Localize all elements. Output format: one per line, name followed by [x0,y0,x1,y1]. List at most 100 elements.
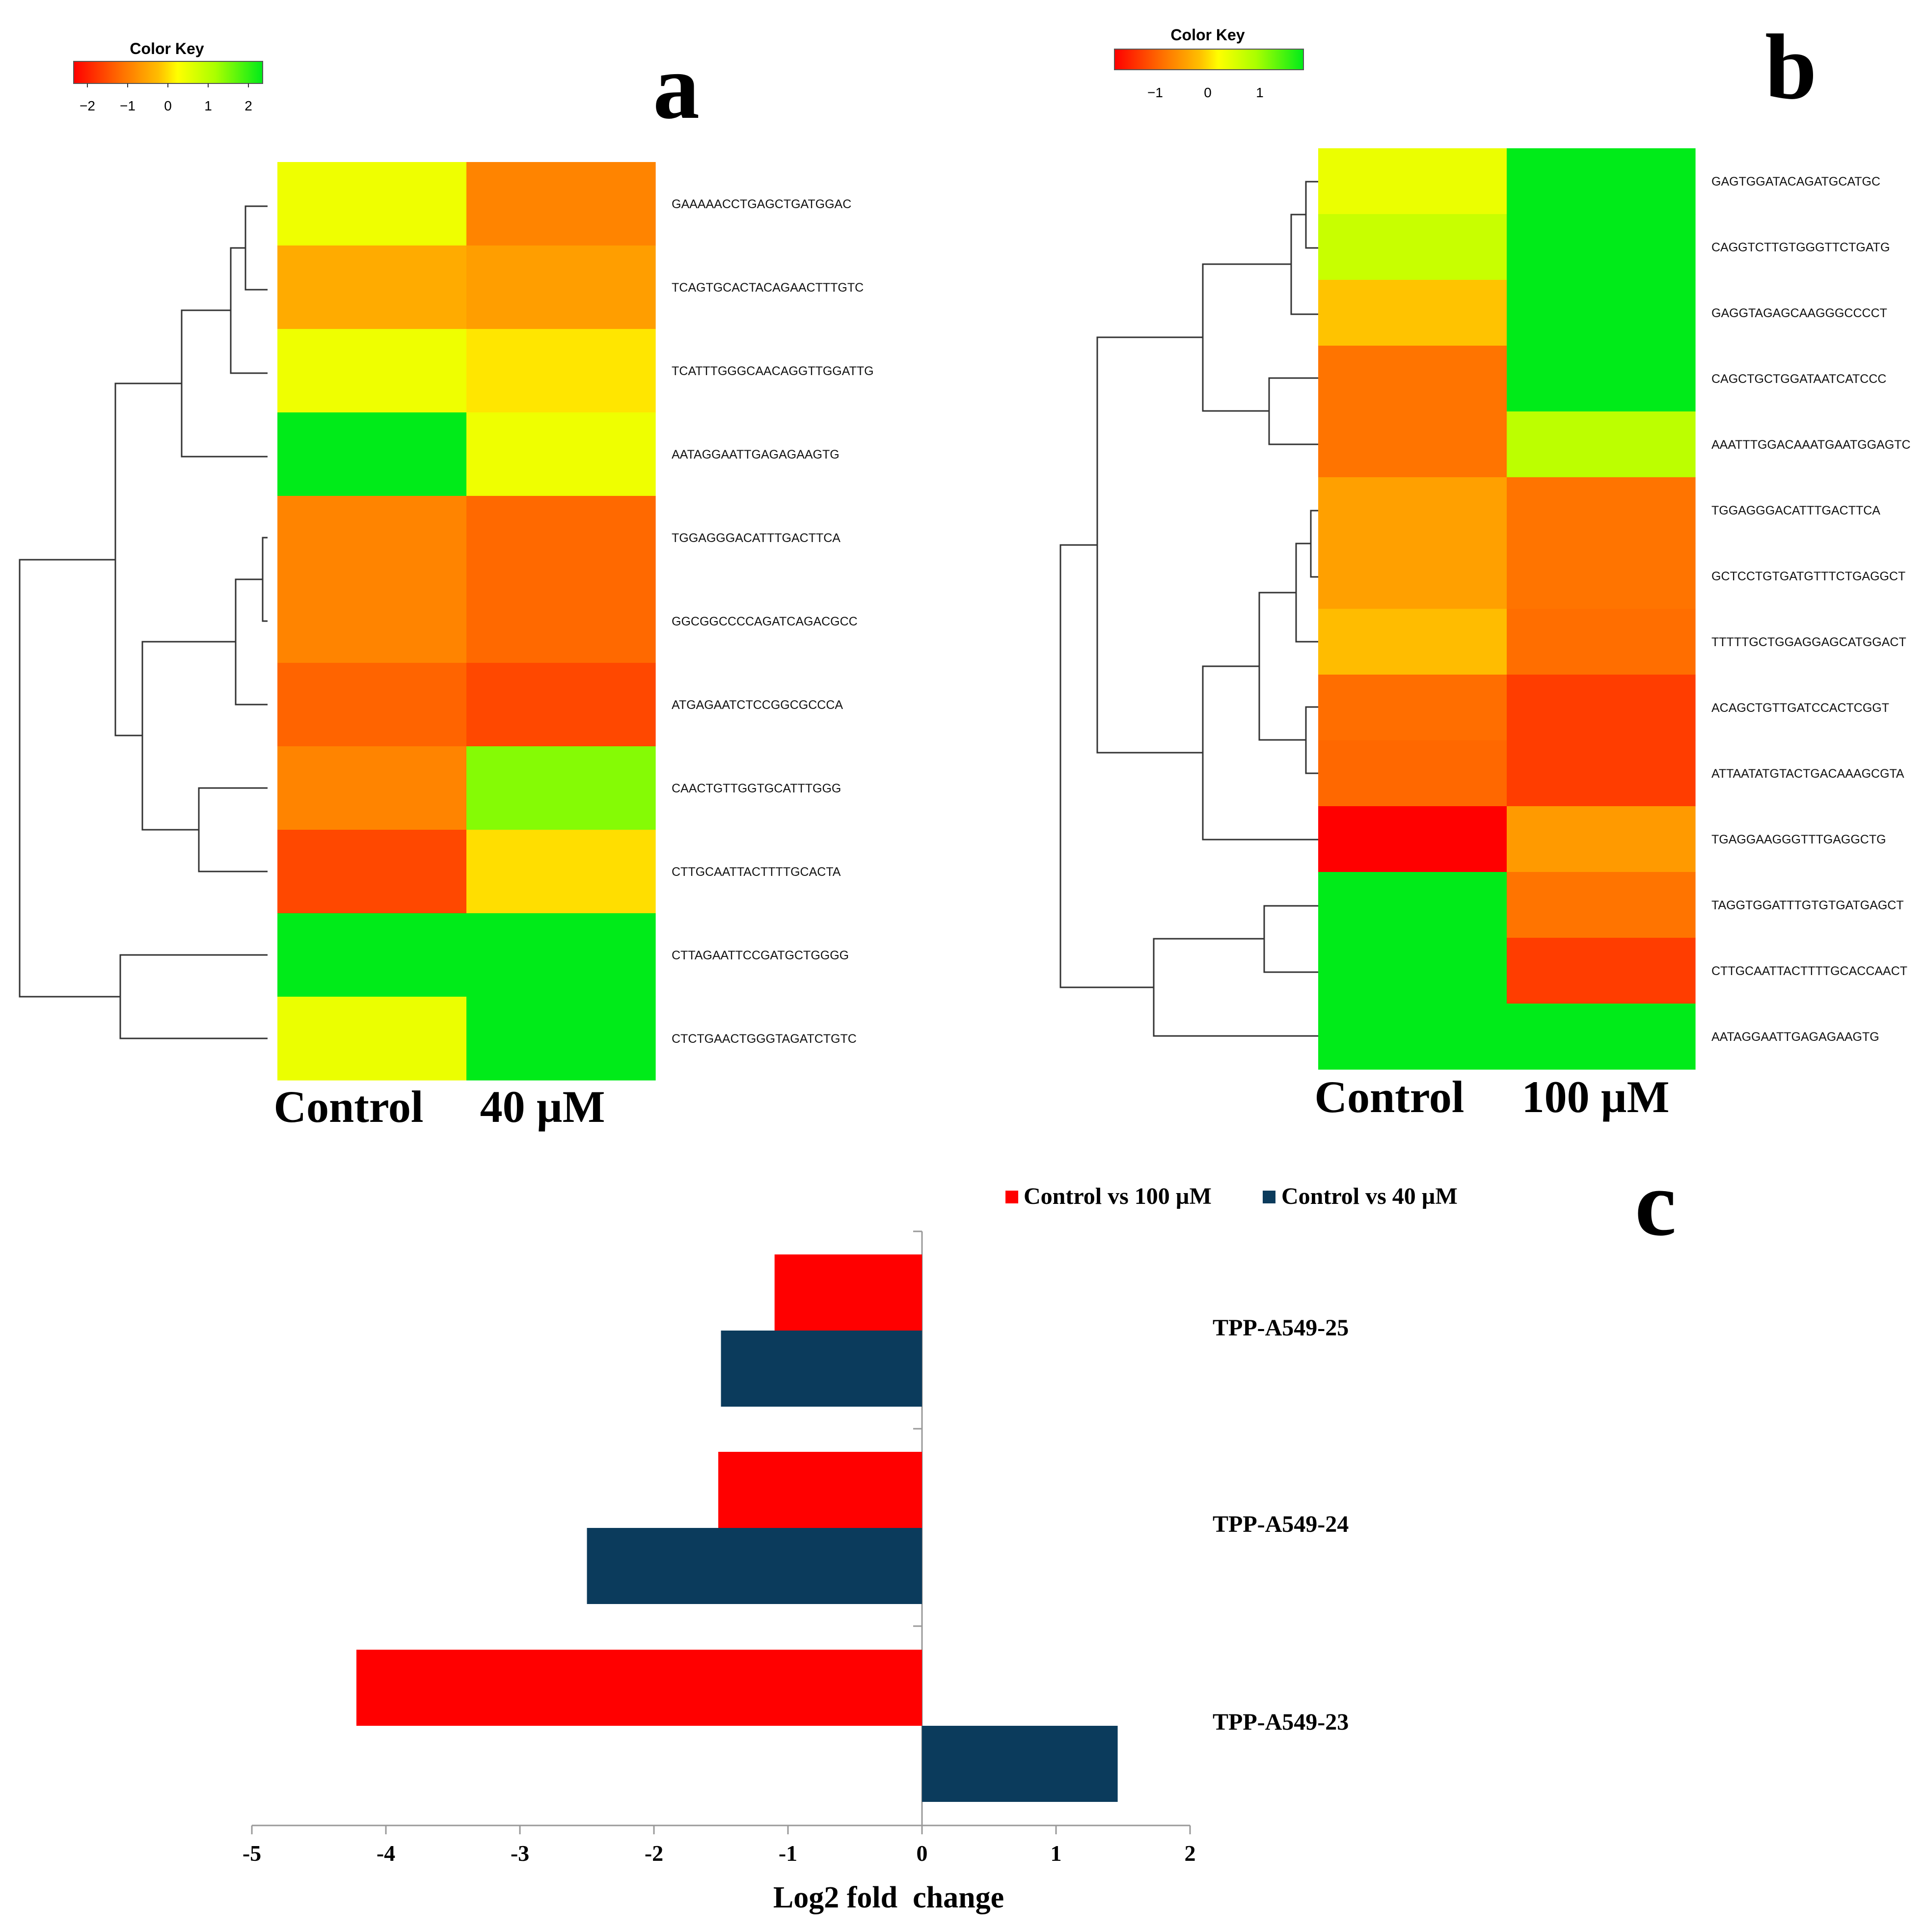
heatmap-b-cell [1318,806,1507,872]
heatmap-b-cell [1507,609,1696,675]
heatmap-a-cell [277,997,467,1081]
heatmap-b-cell [1318,477,1507,544]
heatmap-b-cell [1507,543,1696,609]
heatmap-a-cell [277,830,467,914]
heatmap-a-cell [466,663,656,747]
heatmap-a-cell [466,412,656,496]
heatmap-a-cell [466,830,656,914]
bar-legend: Control vs 100 µM Control vs 40 µM [1005,1183,1458,1209]
heatmap-b-cell [1507,938,1696,1004]
heatmap-a-row-label: ATGAGAATCTCCGGCGCCCA [672,698,843,712]
color-key-a-tick: 0 [164,98,172,113]
heatmap-a-col-label-treatment: 40 µM [480,1082,605,1132]
heatmap-b-col-label-treatment: 100 µM [1522,1072,1670,1122]
heatmap-b-cell [1318,543,1507,609]
x-tick-labels: -5 -4 -3 -2 -1 0 1 2 [243,1841,1196,1866]
heatmap-b-row-label: GAGTGGATACAGATGCATGC [1711,175,1880,189]
heatmap-b-cell [1318,411,1507,478]
heatmap-b-row-label: ACAGCTGTTGATCCACTCGGT [1711,701,1889,715]
heatmap-b-row-label: GAGGTAGAGCAAGGGCCCCT [1711,306,1887,320]
color-key-a-title: Color Key [130,40,204,57]
bar-100uM [718,1452,922,1528]
heatmap-b-row-label: TAGGTGGATTTGTGTGATGAGCT [1711,898,1904,912]
heatmap-b-cell [1318,280,1507,346]
heatmap-a-row-label: AATAGGAATTGAGAGAAGTG [672,448,840,462]
x-tick-label: -1 [779,1841,797,1866]
heatmap-a-cell [466,329,656,413]
heatmap-b-cell [1318,609,1507,675]
heatmap-b-cell [1507,346,1696,412]
x-tick-label: 2 [1185,1841,1196,1866]
heatmap-b-cell [1318,346,1507,412]
heatmap-a-cell [277,329,467,413]
heatmap-a-row-label: TGGAGGGACATTTGACTTCA [672,531,840,545]
heatmap-a-row-label: TCAGTGCACTACAGAACTTTGTC [672,281,864,295]
heatmap-b-cell [1507,214,1696,280]
bar-40uM [721,1331,922,1407]
legend-swatch-100uM [1005,1191,1018,1203]
heatmap-b-cell [1318,675,1507,741]
bar-100uM [356,1650,922,1726]
panel-b-letter: b [1765,16,1817,119]
heatmap-b-cell [1507,740,1696,807]
heatmap-b-cell [1507,806,1696,872]
legend-label-100uM: Control vs 100 µM [1024,1183,1212,1209]
heatmap-b-cell [1507,148,1696,215]
heatmap-a-row-label: TCATTTGGGCAACAGGTTGGATTG [672,364,874,378]
heatmap-a-cell [466,579,656,663]
x-axis-title: Log2 fold change [773,1881,1004,1914]
heatmap-b-row-label: CAGCTGCTGGATAATCATCCC [1711,372,1886,386]
heatmap-b-row-label: TTTTTGCTGGAGGAGCATGGACT [1711,635,1906,649]
heatmap-b-row-label: CTTGCAATTACTTTTGCACCAACT [1711,964,1907,978]
heatmap-a-col-label-control: Control [274,1082,424,1132]
heatmap-a-row-label: GAAAAACCTGAGCTGATGGAC [672,197,851,211]
heatmap-a-cell [277,496,467,580]
color-key-a-tick: 2 [244,98,252,113]
color-key-a: Color Key −2 −1 0 1 2 [73,40,263,113]
heatmap-b-cell [1507,872,1696,938]
heatmap-b-cell [1318,938,1507,1004]
heatmap-a-cell [277,162,467,246]
heatmap-b-row-label: GCTCCTGTGATGTTTCTGAGGCT [1711,570,1905,583]
panel-b: b Color Key −1 0 1 GAGTGGATACAGATGCATGC C… [1059,16,1911,1122]
color-key-a-tick: −2 [80,98,95,113]
bar-40uM [922,1726,1118,1802]
color-key-b: Color Key −1 0 1 [1114,26,1304,100]
panel-a: a Color Key −2 −1 0 1 2 GAAAAACCTGAGCTGA… [19,35,874,1132]
heatmap-b-row-label: TGGAGGGACATTTGACTTCA [1711,504,1880,517]
category-label: TPP-A549-25 [1213,1315,1349,1341]
heatmap-b-row-label: AAATTTGGACAAATGAATGGAGTC [1711,438,1911,452]
heatmap-b-row-label: AATAGGAATTGAGAGAAGTG [1711,1030,1879,1044]
panel-a-letter: a [653,35,700,138]
heatmap-b-row-label: ATTAATATGTACTGACAAAGCGTA [1711,767,1904,781]
heatmap-a-cell [277,412,467,496]
heatmap-a-row-label: CTCTGAACTGGGTAGATCTGTC [672,1032,857,1046]
heatmap-b-cell [1318,740,1507,807]
heatmap-a-row-label: GGCGGCCCCAGATCAGACGCC [672,615,858,628]
heatmap-a-row-label: CTTGCAATTACTTTTGCACTA [672,865,841,879]
legend-label-40uM: Control vs 40 µM [1281,1183,1458,1209]
x-tick-label: 1 [1051,1841,1062,1866]
heatmap-a-cell [277,663,467,747]
color-key-a-tick: 1 [204,98,212,113]
heatmap-a-cell [277,245,467,329]
bar-100uM [774,1254,922,1331]
color-key-b-tick: 1 [1256,85,1264,100]
heatmap-a-cells [277,162,656,1081]
bars [356,1254,1118,1802]
x-tick-label: 0 [917,1841,928,1866]
heatmap-a-cell [466,496,656,580]
panel-c-letter: c [1635,1152,1676,1255]
x-tick-label: -4 [377,1841,395,1866]
panel-c: c Control vs 100 µM Control vs 40 µM TPP… [243,1152,1677,1914]
x-tick-label: -3 [511,1841,529,1866]
heatmap-b-cell [1318,872,1507,938]
heatmap-b-cell [1318,214,1507,280]
heatmap-b-cell [1507,411,1696,478]
color-key-b-title: Color Key [1170,26,1245,44]
color-key-b-bar [1114,49,1304,70]
category-label: TPP-A549-23 [1213,1709,1349,1735]
heatmap-a-cell [466,913,656,997]
heatmap-a-cell [466,746,656,830]
